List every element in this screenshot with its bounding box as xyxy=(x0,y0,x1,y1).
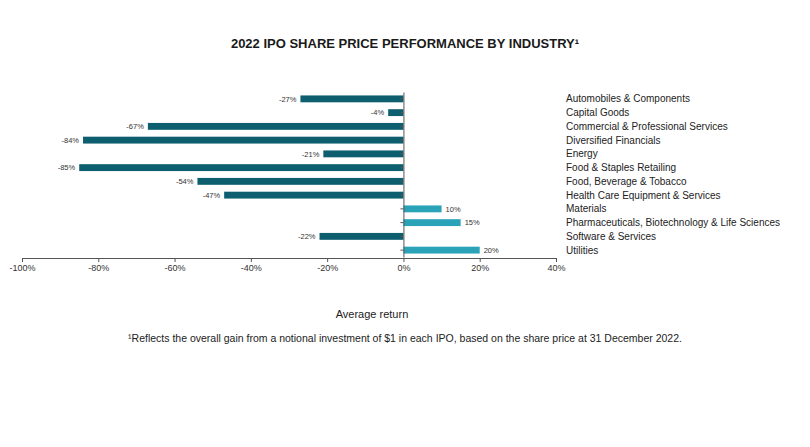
y-tick xyxy=(400,195,403,196)
y-tick xyxy=(400,222,403,223)
data-label: -54% xyxy=(176,177,194,186)
y-tick-mark xyxy=(400,236,403,237)
x-tick: -60% xyxy=(165,258,186,273)
x-tick-label: -100% xyxy=(9,263,35,273)
bar xyxy=(83,137,403,144)
data-label: -84% xyxy=(62,136,80,145)
x-tick-label: -60% xyxy=(165,263,186,273)
data-label: 15% xyxy=(465,218,480,227)
data-label: -85% xyxy=(58,163,76,172)
y-tick xyxy=(400,181,403,182)
category-label: Food, Beverage & Tobacco xyxy=(566,176,687,187)
y-tick xyxy=(400,98,403,99)
y-tick-mark xyxy=(400,140,403,141)
x-axis-line xyxy=(23,258,557,259)
y-tick xyxy=(400,153,403,154)
category-labels: Automobiles & Components Capital Goods Com… xyxy=(566,93,780,255)
data-label: -27% xyxy=(279,95,297,104)
x-tick-mark xyxy=(480,258,481,262)
x-tick: 40% xyxy=(547,258,565,273)
category-label: Software & Services xyxy=(566,231,656,242)
y-tick-mark xyxy=(400,153,403,154)
x-tick: 20% xyxy=(471,258,489,273)
category-label: Food & Staples Retailing xyxy=(566,162,676,173)
y-tick-mark xyxy=(400,112,403,113)
bar xyxy=(403,205,441,212)
bar xyxy=(79,164,403,171)
x-tick-label: 20% xyxy=(471,263,489,273)
y-tick xyxy=(400,250,403,251)
y-tick-mark xyxy=(400,250,403,251)
x-tick: -40% xyxy=(241,258,262,273)
data-label: -22% xyxy=(298,232,316,241)
category-label: Utilities xyxy=(566,245,598,256)
category-label: Commercial & Professional Services xyxy=(566,121,728,132)
x-tick-label: -40% xyxy=(241,263,262,273)
bar xyxy=(403,219,460,226)
category-label: Diversified Financials xyxy=(566,135,660,146)
y-tick xyxy=(400,236,403,237)
data-label: -47% xyxy=(203,191,221,200)
data-label: -4% xyxy=(371,108,385,117)
category-label: Capital Goods xyxy=(566,107,629,118)
x-tick: -100% xyxy=(9,258,35,273)
x-tick: 0% xyxy=(397,258,410,273)
title: 2022 IPO SHARE PRICE PERFORMANCE BY INDU… xyxy=(231,36,579,51)
x-tick-mark xyxy=(403,258,404,262)
bar xyxy=(197,178,403,185)
x-tick-mark xyxy=(22,258,23,262)
y-tick-mark xyxy=(400,195,403,196)
x-tick-label: -20% xyxy=(317,263,338,273)
x-tick-label: 40% xyxy=(547,263,565,273)
y-tick xyxy=(400,167,403,168)
bar xyxy=(148,123,404,130)
x-tick-mark xyxy=(327,258,328,262)
y-axis-line xyxy=(403,93,404,258)
bar xyxy=(323,150,403,157)
bar xyxy=(403,247,479,254)
y-tick-mark xyxy=(400,222,403,223)
y-tick-mark xyxy=(400,181,403,182)
x-tick-label: 0% xyxy=(397,263,410,273)
y-tick xyxy=(400,126,403,127)
x-axis-title: Average return xyxy=(336,308,409,320)
y-tick-mark xyxy=(400,126,403,127)
y-tick-mark xyxy=(400,98,403,99)
data-label: -21% xyxy=(302,150,320,159)
y-tick xyxy=(400,208,403,209)
bar xyxy=(224,192,403,199)
x-tick: -20% xyxy=(317,258,338,273)
y-tick xyxy=(400,140,403,141)
footnote: ¹Reflects the overall gain from a notion… xyxy=(128,332,682,344)
y-tick-mark xyxy=(400,167,403,168)
x-tick-label: -80% xyxy=(88,263,109,273)
bar xyxy=(320,233,404,240)
x-tick-mark xyxy=(175,258,176,262)
x-axis: -100% -80% -60% -40% -20% 0% 20% 40% xyxy=(9,258,565,273)
data-label: 10% xyxy=(446,205,461,214)
data-labels: -27% -4% -67% -84% -21% -85% -54% -47% 10% 15% -22… xyxy=(58,95,499,255)
y-tick-mark xyxy=(400,208,403,209)
bar xyxy=(388,109,403,116)
category-label: Automobiles & Components xyxy=(566,93,690,104)
category-label: Pharmaceuticals, Biotechnology & Life Sc… xyxy=(566,217,780,228)
x-tick-mark xyxy=(98,258,99,262)
bar xyxy=(300,95,403,102)
data-label: -67% xyxy=(126,122,144,131)
x-tick: -80% xyxy=(88,258,109,273)
y-axis xyxy=(400,93,404,258)
y-tick xyxy=(400,112,403,113)
bars xyxy=(79,95,479,253)
chart: 2022 IPO SHARE PRICE PERFORMANCE BY INDU… xyxy=(0,0,810,447)
category-label: Health Care Equipment & Services xyxy=(566,190,721,201)
x-tick-mark xyxy=(251,258,252,262)
data-label: 20% xyxy=(484,246,499,255)
x-tick-mark xyxy=(556,258,557,262)
category-label: Energy xyxy=(566,148,598,159)
category-label: Materials xyxy=(566,203,607,214)
